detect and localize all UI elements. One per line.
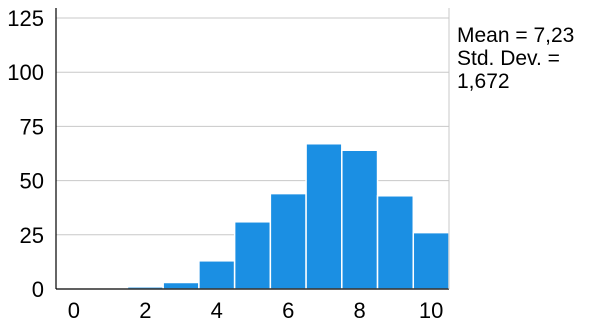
- std-dev-label: Std. Dev. =: [457, 47, 560, 70]
- std-dev-value: 1,672: [457, 70, 510, 93]
- histogram-bar: [412, 231, 450, 290]
- x-tick-label: 10: [419, 298, 443, 320]
- y-tick-labels: 0 25 50 75 100 125: [7, 6, 44, 302]
- histogram-bar: [269, 192, 307, 290]
- histogram-bar: [162, 281, 200, 290]
- mean-label: Mean = 7,23: [457, 24, 575, 47]
- histogram-bar: [305, 142, 343, 290]
- histogram-bar: [198, 260, 236, 290]
- x-tick-labels: 0 2 4 6 8 10: [68, 298, 444, 320]
- y-tick-label: 75: [20, 114, 44, 139]
- x-tick-label: 2: [139, 298, 151, 320]
- y-tick-label: 0: [32, 277, 44, 302]
- histogram-bar: [376, 195, 415, 290]
- x-tick-label: 0: [68, 298, 80, 320]
- y-tick-label: 25: [20, 223, 44, 248]
- y-tick-label: 100: [7, 60, 44, 85]
- histogram-bar: [341, 149, 379, 290]
- x-tick-label: 4: [211, 298, 223, 320]
- stats-box: Mean = 7,23 Std. Dev. = 1,672: [457, 24, 574, 93]
- histogram-bar: [233, 221, 272, 290]
- y-tick-label: 50: [20, 169, 44, 194]
- axes: [55, 8, 450, 290]
- x-tick-label: 8: [354, 298, 366, 320]
- x-tick-label: 6: [282, 298, 294, 320]
- histogram-bars: [126, 142, 450, 290]
- y-tick-label: 125: [7, 6, 44, 31]
